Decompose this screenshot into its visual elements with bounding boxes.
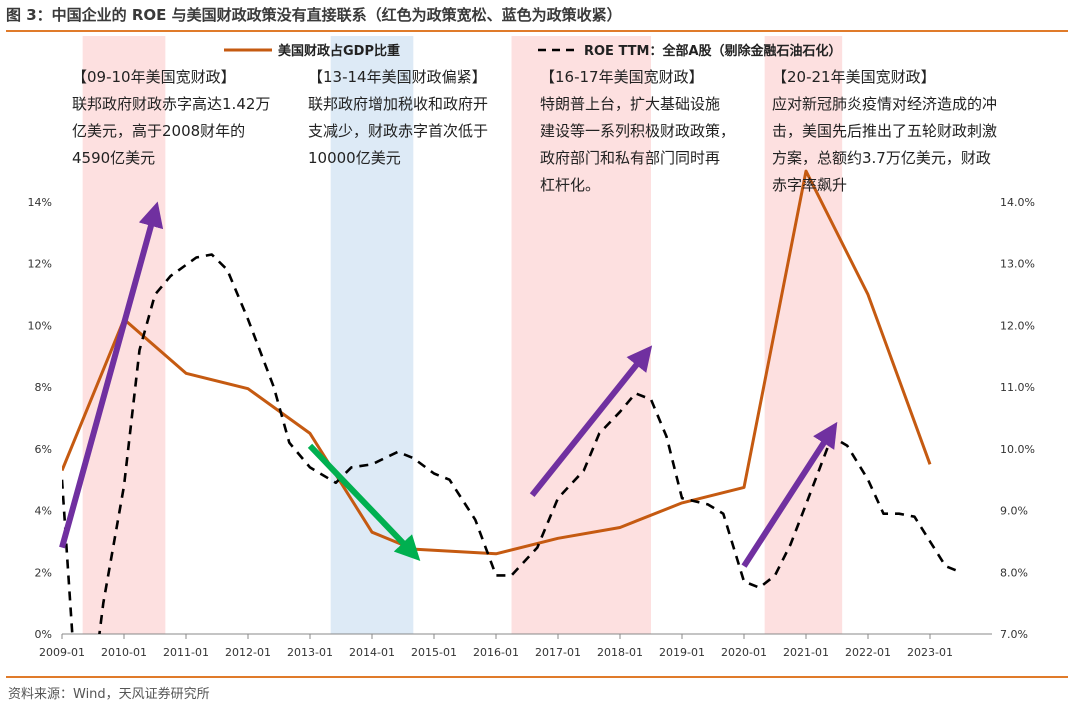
- x-tick-label: 2009-01: [39, 646, 85, 659]
- y-right-tick-label: 12.0%: [1000, 319, 1035, 332]
- roe-series-line: [62, 253, 962, 634]
- x-tick-label: 2012-01: [225, 646, 271, 659]
- annotation-1: 【09-10年美国宽财政】联邦政府财政赤字高达1.42万亿美元，高于2008财年…: [72, 68, 270, 167]
- annotation-line: 应对新冠肺炎疫情对经济造成的冲: [772, 95, 997, 113]
- annotation-title: 【20-21年美国宽财政】: [772, 68, 936, 86]
- y-left-tick-label: 2%: [35, 566, 52, 579]
- legend-roe-label: ROE TTM：全部A股（剔除金融石油石化）: [584, 43, 842, 59]
- legend: 美国财政占GDP比重 ROE TTM：全部A股（剔除金融石油石化）: [224, 43, 842, 59]
- y-left-tick-label: 10%: [28, 319, 52, 332]
- annotations: 【09-10年美国宽财政】联邦政府财政赤字高达1.42万亿美元，高于2008财年…: [72, 68, 997, 194]
- x-tick-label: 2010-01: [101, 646, 147, 659]
- policy-band-4-loose: [764, 36, 843, 634]
- y-left-tick-label: 14%: [28, 196, 52, 209]
- y-left-tick-label: 8%: [35, 381, 52, 394]
- annotation-line: 建设等一系列积极财政政策，: [540, 122, 735, 140]
- x-tick-label: 2020-01: [721, 646, 767, 659]
- x-tick-label: 2013-01: [287, 646, 333, 659]
- bottom-rule: [6, 676, 1068, 678]
- annotation-title: 【16-17年美国宽财政】: [540, 68, 704, 86]
- y-right-tick-label: 13.0%: [1000, 258, 1035, 271]
- source-note: 资料来源：Wind，天风证券研究所: [8, 687, 210, 702]
- y-right-tick-label: 9.0%: [1000, 505, 1028, 518]
- annotation-4: 【20-21年美国宽财政】应对新冠肺炎疫情对经济造成的冲击，美国先后推出了五轮财…: [772, 68, 997, 194]
- x-tick-label: 2015-01: [411, 646, 457, 659]
- series-layer: [62, 169, 962, 634]
- annotation-line: 方案，总额约3.7万亿美元，财政: [772, 149, 991, 167]
- annotation-line: 政府部门和私有部门同时再: [540, 149, 720, 167]
- purple-trend-arrow-3: [529, 345, 653, 498]
- annotation-line: 联邦政府增加税收和政府开: [308, 95, 488, 113]
- x-tick-label: 2016-01: [473, 646, 519, 659]
- top-rule: [6, 30, 1068, 32]
- axes: 2009-01 2010-01 2011-01 2012-01 2013-01 2014-…: [28, 196, 1035, 659]
- figure-title: 图 3：中国企业的 ROE 与美国财政政策没有直接联系（红色为政策宽松、蓝色为政…: [6, 6, 622, 24]
- y-right-tick-label: 11.0%: [1000, 381, 1035, 394]
- annotation-title: 【09-10年美国宽财政】: [72, 68, 236, 86]
- annotation-line: 亿美元，高于2008财年的: [72, 122, 245, 140]
- y-left-tick-label: 4%: [35, 505, 52, 518]
- green-trend-arrow-2: [307, 443, 421, 562]
- legend-fiscal-label: 美国财政占GDP比重: [278, 43, 400, 59]
- policy-band-1-loose: [82, 36, 166, 634]
- annotation-line: 4590亿美元: [72, 149, 155, 167]
- x-tick-label: 2011-01: [163, 646, 209, 659]
- x-tick-label: 2014-01: [349, 646, 395, 659]
- x-tick-label: 2019-01: [659, 646, 705, 659]
- purple-trend-arrow-4: [741, 421, 838, 568]
- x-tick-label: 2022-01: [845, 646, 891, 659]
- annotation-line: 10000亿美元: [308, 149, 401, 167]
- purple-trend-arrow-1: [59, 201, 164, 549]
- trend-arrows: [59, 201, 838, 568]
- y-left-tick-label: 6%: [35, 443, 52, 456]
- x-tick-label: 2021-01: [783, 646, 829, 659]
- y-right-tick-label: 8.0%: [1000, 566, 1028, 579]
- x-tick-label: 2018-01: [597, 646, 643, 659]
- y-left-tick-label: 12%: [28, 258, 52, 271]
- annotation-title: 【13-14年美国财政偏紧】: [308, 68, 487, 86]
- x-tick-label: 2017-01: [535, 646, 581, 659]
- annotation-line: 联邦政府财政赤字高达1.42万: [72, 95, 270, 113]
- annotation-line: 杠杆化。: [540, 176, 600, 194]
- annotation-line: 特朗普上台，扩大基础设施: [540, 95, 720, 113]
- y-right-tick-label: 14.0%: [1000, 196, 1035, 209]
- fiscal-series-line: [62, 169, 932, 556]
- annotation-line: 赤字率飙升: [772, 176, 847, 194]
- y-right-tick-label: 10.0%: [1000, 443, 1035, 456]
- x-tick-label: 2023-01: [907, 646, 953, 659]
- y-left-tick-label: 0%: [35, 628, 52, 641]
- annotation-line: 击，美国先后推出了五轮财政刺激: [772, 122, 997, 140]
- y-right-tick-label: 7.0%: [1000, 628, 1028, 641]
- annotation-line: 支减少，财政赤字首次低于: [308, 122, 488, 140]
